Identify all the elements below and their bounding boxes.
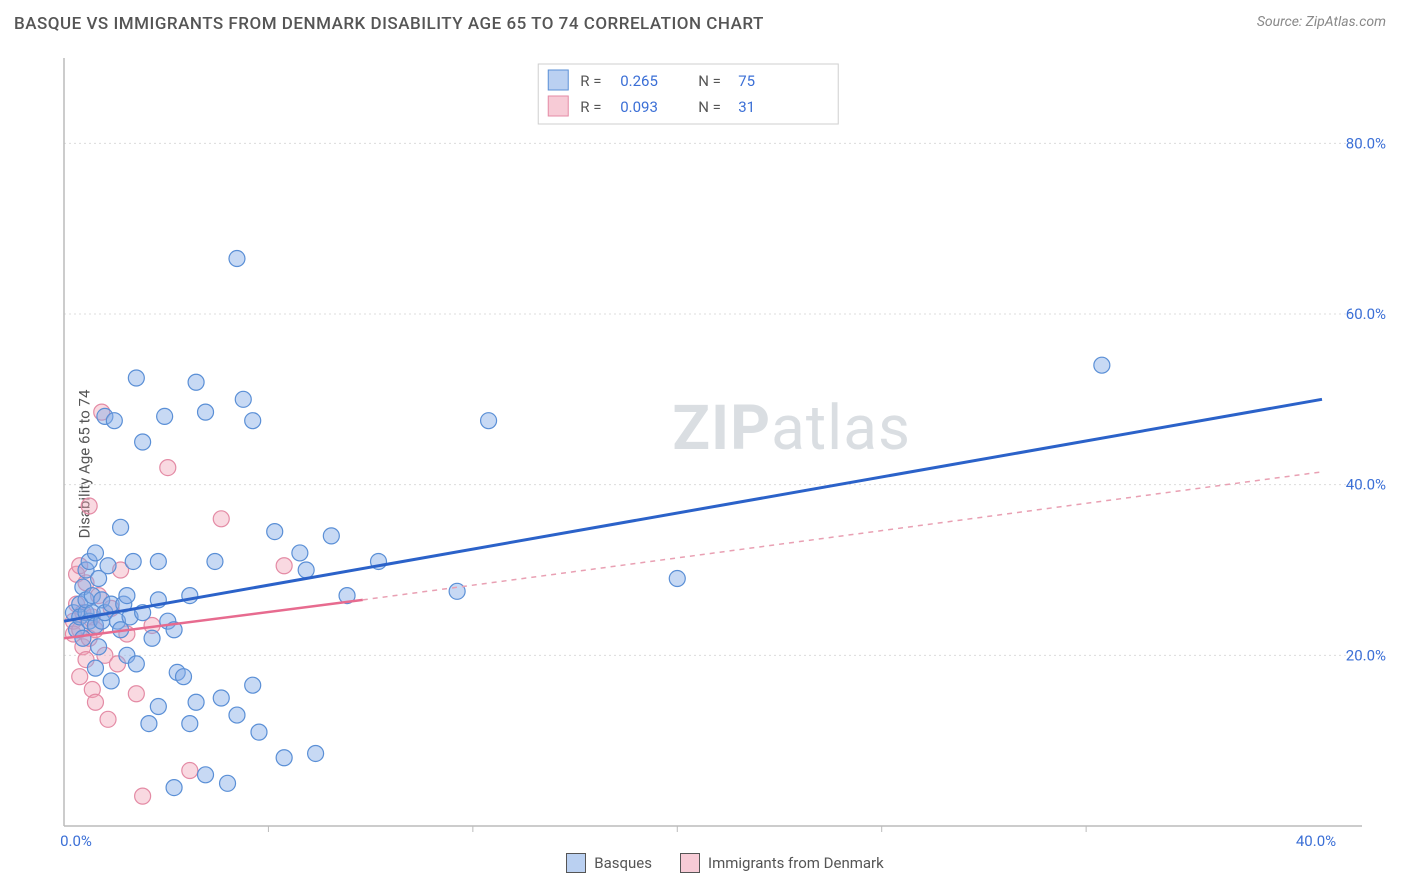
legend-item-denmark: Immigrants from Denmark: [680, 853, 884, 873]
data-point-basques: [267, 524, 283, 540]
data-point-basques: [251, 724, 267, 740]
data-point-basques: [188, 374, 204, 390]
data-point-basques: [449, 583, 465, 599]
legend-label: Basques: [594, 854, 652, 872]
data-point-denmark: [160, 460, 176, 476]
data-point-basques: [481, 413, 497, 429]
data-point-basques: [276, 750, 292, 766]
data-point-basques: [308, 745, 324, 761]
data-point-basques: [106, 413, 122, 429]
chart-title: BASQUE VS IMMIGRANTS FROM DENMARK DISABI…: [14, 14, 764, 34]
stats-swatch: [548, 70, 568, 90]
data-point-denmark: [87, 694, 103, 710]
data-point-basques: [87, 660, 103, 676]
data-point-denmark: [213, 511, 229, 527]
scatter-plot: 20.0% 40.0% 60.0% 80.0% 0.0% 40.0% ZIPatlas R =…: [58, 50, 1392, 848]
data-point-basques: [125, 553, 141, 569]
data-point-denmark: [128, 686, 144, 702]
data-point-basques: [245, 677, 261, 693]
data-point-basques: [323, 528, 339, 544]
watermark: ZIPatlas: [672, 392, 911, 465]
data-point-basques: [182, 716, 198, 732]
stats-r-value: 0.265: [620, 72, 658, 90]
data-point-basques: [245, 413, 261, 429]
data-point-basques: [1094, 357, 1110, 373]
trend-line-denmark-extrapolated: [363, 472, 1322, 600]
data-point-basques: [166, 780, 182, 796]
y-tick-label: 40.0%: [1346, 476, 1386, 494]
data-point-basques: [150, 553, 166, 569]
legend-swatch-pink: [680, 853, 700, 873]
data-point-basques: [157, 408, 173, 424]
data-point-denmark: [135, 788, 151, 804]
chart-source: Source: ZipAtlas.com: [1257, 14, 1386, 30]
legend-label: Immigrants from Denmark: [708, 854, 884, 872]
data-point-basques: [144, 630, 160, 646]
chart-area: Disability Age 65 to 74 20.0%40.0%60.0%8…: [14, 50, 1392, 878]
stats-n-label: N =: [698, 98, 721, 116]
stats-n-value: 31: [738, 98, 755, 116]
stats-r-value: 0.093: [620, 98, 658, 116]
stats-r-label: R =: [580, 98, 601, 116]
legend: Basques Immigrants from Denmark: [58, 848, 1392, 878]
data-point-basques: [141, 716, 157, 732]
data-point-basques: [119, 588, 135, 604]
data-point-basques: [75, 630, 91, 646]
chart-header: BASQUE VS IMMIGRANTS FROM DENMARK DISABI…: [0, 0, 1406, 40]
data-point-basques: [176, 669, 192, 685]
data-point-basques: [91, 639, 107, 655]
x-tick-label: 40.0%: [1296, 832, 1336, 848]
data-point-basques: [100, 558, 116, 574]
stats-n-label: N =: [698, 72, 721, 90]
data-point-basques: [135, 434, 151, 450]
data-point-basques: [150, 699, 166, 715]
data-point-denmark: [81, 498, 97, 514]
data-point-basques: [198, 404, 214, 420]
data-point-basques: [229, 707, 245, 723]
data-point-basques: [128, 370, 144, 386]
data-point-denmark: [72, 669, 88, 685]
data-point-basques: [188, 694, 204, 710]
data-point-basques: [292, 545, 308, 561]
stats-r-label: R =: [580, 72, 601, 90]
y-tick-label: 80.0%: [1346, 134, 1386, 152]
y-tick-label: 20.0%: [1346, 646, 1386, 664]
data-point-basques: [298, 562, 314, 578]
data-point-basques: [198, 767, 214, 783]
y-tick-label: 60.0%: [1346, 305, 1386, 323]
data-point-basques: [103, 673, 119, 689]
legend-swatch-blue: [566, 853, 586, 873]
data-point-basques: [229, 251, 245, 267]
data-point-denmark: [100, 711, 116, 727]
data-point-basques: [235, 391, 251, 407]
data-point-basques: [213, 690, 229, 706]
legend-item-basques: Basques: [566, 853, 652, 873]
data-point-denmark: [182, 763, 198, 779]
x-tick-label: 0.0%: [60, 832, 92, 848]
data-point-basques: [669, 571, 685, 587]
data-point-basques: [220, 775, 236, 791]
data-point-basques: [128, 656, 144, 672]
stats-n-value: 75: [738, 72, 755, 90]
data-point-basques: [207, 553, 223, 569]
stats-swatch: [548, 96, 568, 116]
data-point-denmark: [276, 558, 292, 574]
data-point-basques: [113, 519, 129, 535]
data-point-basques: [87, 545, 103, 561]
